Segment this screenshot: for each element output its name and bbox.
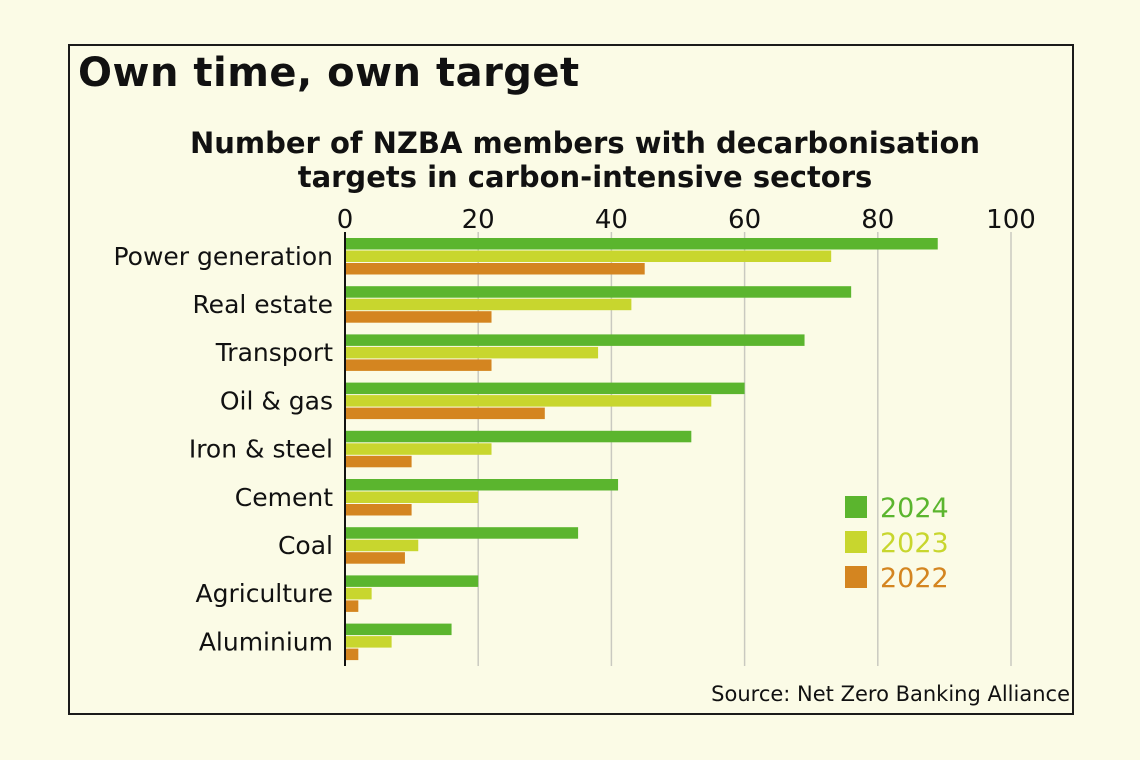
chart-title: Number of NZBA members with decarbonisat… (160, 126, 1010, 194)
category-label-8: Aluminium (199, 627, 333, 656)
bar-2022-5 (345, 504, 412, 516)
bar-2023-0 (345, 250, 832, 262)
legend-label-2023: 2023 (880, 528, 949, 559)
bar-2024-0 (345, 238, 938, 250)
bar-2024-2 (345, 334, 805, 346)
headline: Own time, own target (78, 50, 580, 96)
bar-2022-4 (345, 455, 412, 468)
bar-2024-1 (345, 286, 852, 298)
bar-2023-3 (345, 395, 712, 407)
bar-2022-0 (345, 263, 645, 275)
x-tick-label-20: 20 (462, 205, 495, 235)
chart-title-line-1: Number of NZBA members with decarbonisat… (189, 126, 981, 160)
bar-2024-7 (345, 575, 479, 587)
bar-2023-8 (345, 636, 392, 648)
category-label-6: Coal (278, 531, 333, 560)
category-label-3: Oil & gas (220, 386, 333, 415)
bar-2022-8 (345, 648, 359, 661)
legend-label-2022: 2022 (880, 563, 949, 594)
bar-2022-7 (345, 600, 359, 612)
bar-2022-6 (345, 552, 405, 564)
legend-label-2024: 2024 (880, 493, 949, 524)
bar-2023-1 (345, 298, 632, 311)
x-tick-label-60: 60 (728, 205, 761, 235)
x-tick-label-100: 100 (986, 205, 1036, 235)
category-label-2: Transport (215, 338, 334, 367)
legend-swatch-2024 (845, 496, 867, 518)
legend-swatch-2023 (845, 531, 867, 553)
bar-2023-4 (345, 443, 492, 455)
bar-2023-6 (345, 539, 419, 552)
legend-swatch-2022 (845, 566, 867, 588)
bar-2022-3 (345, 407, 545, 420)
chart-frame (68, 44, 1074, 715)
bar-2024-6 (345, 527, 579, 539)
bar-2023-7 (345, 587, 372, 600)
bar-2022-2 (345, 359, 492, 371)
bar-2022-1 (345, 311, 492, 323)
source-note: Source: Net Zero Banking Alliance (711, 682, 1070, 706)
chart-title-line-2: targets in carbon-intensive sectors (297, 160, 873, 194)
bar-2024-5 (345, 479, 619, 491)
x-tick-label-40: 40 (595, 205, 628, 235)
bar-2023-2 (345, 346, 599, 359)
category-label-5: Cement (235, 483, 333, 512)
category-label-4: Iron & steel (189, 435, 333, 464)
x-tick-label-80: 80 (861, 205, 894, 235)
bar-2024-4 (345, 430, 692, 443)
x-tick-label-0: 0 (337, 205, 354, 235)
bar-2024-3 (345, 382, 745, 395)
category-label-1: Real estate (192, 290, 333, 319)
category-label-7: Agriculture (196, 579, 334, 608)
category-label-0: Power generation (114, 242, 334, 271)
bar-2023-5 (345, 491, 479, 503)
bar-2024-8 (345, 623, 452, 636)
